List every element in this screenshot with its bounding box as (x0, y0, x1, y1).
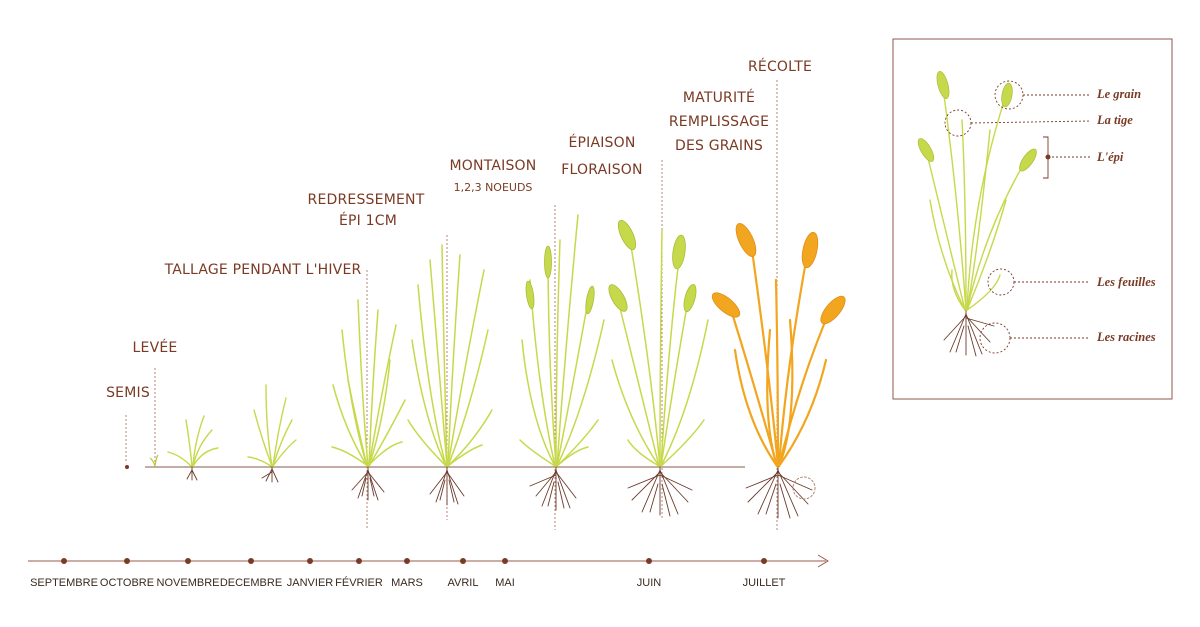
timeline-arrow-icon (817, 554, 829, 568)
anatomy-label-epi: L'épi (1096, 150, 1124, 164)
epi-marker-dot (1045, 154, 1051, 160)
stage-label-epiaison: ÉPIAISON (568, 134, 635, 151)
stage-label-montaison: MONTAISON (450, 158, 537, 174)
month-label: MARS (391, 577, 423, 589)
plant-redressement (331, 299, 406, 501)
levee-sprout (149, 454, 159, 467)
stage-label-redressement: REDRESSEMENT (308, 192, 425, 208)
month-label: JANVIER (287, 577, 334, 589)
anatomy-label-feuilles: Les feuilles (1096, 275, 1156, 289)
month-dot (248, 558, 254, 564)
anatomy-frame (892, 38, 1173, 400)
stage-label-remplissage: REMPLISSAGE (669, 114, 769, 130)
month-label: NOVEMBRE (157, 577, 220, 589)
month-dot (761, 558, 767, 564)
stage-label-levee: LEVÉE (133, 339, 178, 356)
month-label: JUILLET (743, 577, 786, 589)
plant-maturite (608, 219, 709, 517)
month-dots (61, 558, 767, 564)
timeline: SEPTEMBRE OCTOBRE NOVEMBRE DECEMBRE JANVIER F… (28, 554, 829, 589)
plant-october (167, 415, 219, 481)
anatomy-label-grain: Le grain (1096, 87, 1141, 101)
month-label: AVRIL (448, 577, 479, 589)
plant-recolte (711, 223, 846, 519)
month-dot (502, 558, 508, 564)
stage-label-redressement-sub: ÉPI 1CM (339, 212, 397, 229)
stage-label-tallage: TALLAGE PENDANT L'HIVER (164, 262, 362, 278)
stage-sub-montaison: 1,2,3 NOEUDS (454, 181, 533, 194)
month-label: MAI (495, 577, 515, 589)
month-label: JUIN (637, 577, 662, 589)
month-label: DECEMBRE (220, 577, 282, 589)
month-dot (61, 558, 67, 564)
anatomy-callouts (944, 80, 1091, 354)
month-dot (356, 558, 362, 564)
month-label: SEPTEMBRE (30, 577, 98, 589)
stage-label-maturite: MATURITÉ (683, 89, 755, 106)
stage-label-recolte: RÉCOLTE (748, 58, 812, 75)
anatomy-panel: Le grain La tige L'épi Les feuilles Les … (892, 38, 1173, 400)
stage-label-semis: SEMIS (106, 385, 150, 401)
month-dot (460, 558, 466, 564)
month-dot (404, 558, 410, 564)
stage-label-floraison: FLORAISON (561, 162, 642, 178)
anatomy-label-tige: La tige (1096, 113, 1133, 127)
month-label: OCTOBRE (100, 577, 154, 589)
month-dot (185, 558, 191, 564)
anatomy-label-racines: Les racines (1096, 330, 1156, 344)
month-labels: SEPTEMBRE OCTOBRE NOVEMBRE DECEMBRE JANVIER F… (30, 576, 786, 589)
month-dot (307, 558, 313, 564)
plant-november (247, 384, 297, 483)
month-label: FÉVRIER (335, 576, 383, 589)
month-dot (124, 558, 130, 564)
semis-seed (125, 465, 129, 469)
plant-epiaison (519, 214, 605, 511)
stage-labels: SEMIS LEVÉE TALLAGE PENDANT L'HIVER REDR… (106, 58, 812, 401)
anatomy-plant (917, 71, 1037, 357)
stage-label-des-grains: DES GRAINS (675, 138, 763, 154)
plant-montaison (407, 244, 493, 506)
month-dot (646, 558, 652, 564)
